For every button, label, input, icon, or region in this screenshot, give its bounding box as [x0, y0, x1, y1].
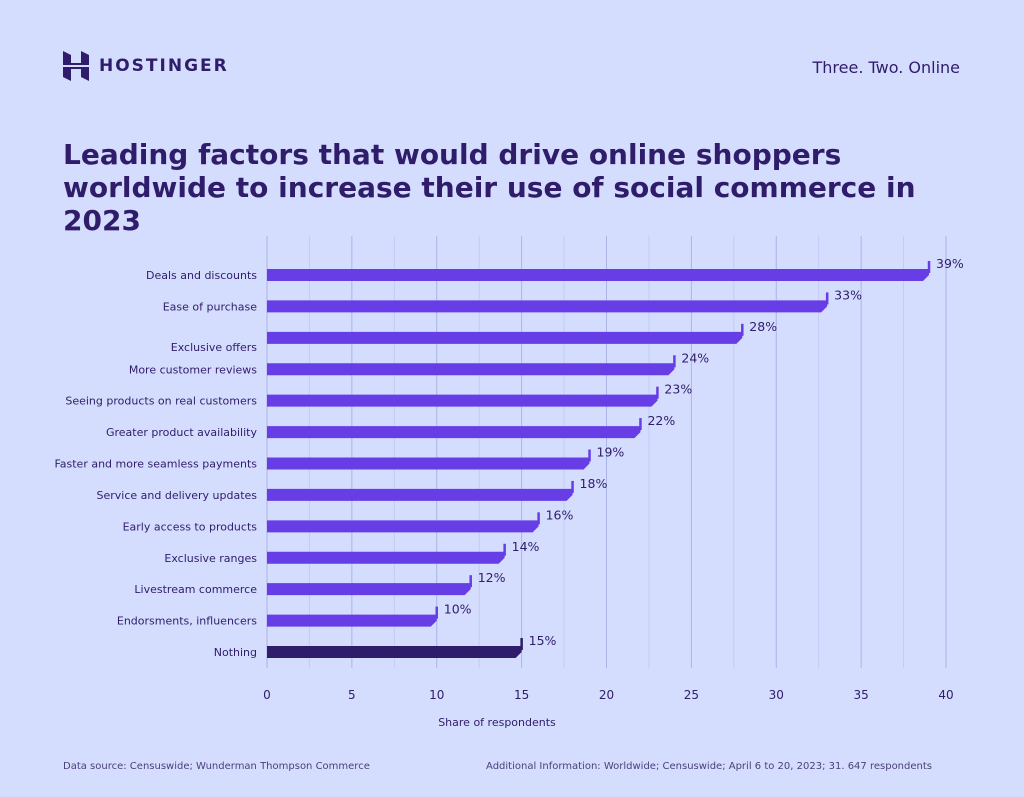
bar	[267, 300, 828, 313]
x-tick-label: 20	[599, 688, 614, 702]
category-label: Exclusive ranges	[164, 552, 257, 565]
data-label: 14%	[512, 539, 540, 554]
x-tick-label: 35	[853, 688, 868, 702]
data-source: Data source: Censuswide; Wunderman Thomp…	[63, 761, 370, 772]
x-tick-label: 15	[514, 688, 529, 702]
data-label: 33%	[834, 287, 862, 302]
bar	[267, 331, 743, 344]
category-label: Livestream commerce	[134, 583, 257, 596]
x-tick-label: 0	[263, 688, 271, 702]
category-label: More customer reviews	[129, 363, 257, 376]
data-label: 24%	[681, 350, 709, 365]
hostinger-logo-icon	[63, 51, 89, 81]
brand-logo: HOSTINGER	[63, 51, 229, 81]
x-tick-label: 30	[769, 688, 784, 702]
category-label: Service and delivery updates	[97, 489, 258, 502]
bar	[267, 614, 437, 627]
bar	[267, 457, 590, 470]
category-label: Deals and discounts	[146, 269, 257, 282]
category-label: Seeing products on real customers	[65, 395, 257, 408]
additional-info: Additional Information: Worldwide; Censu…	[486, 761, 932, 772]
chart-title: Leading factors that would drive online …	[63, 138, 916, 237]
x-tick-label: 40	[938, 688, 953, 702]
bar	[267, 551, 505, 564]
data-label: 15%	[529, 633, 557, 648]
category-label: Exclusive offers	[171, 341, 258, 354]
data-label: 18%	[580, 476, 608, 491]
brand-name: HOSTINGER	[99, 56, 229, 76]
data-label: 22%	[647, 413, 675, 428]
bar	[267, 520, 539, 533]
x-tick-label: 5	[348, 688, 356, 702]
data-label: 23%	[664, 382, 692, 397]
bar	[267, 646, 522, 658]
category-label: Nothing	[214, 646, 257, 659]
bar	[267, 426, 641, 439]
x-tick-label: 10	[429, 688, 444, 702]
data-label: 39%	[936, 256, 964, 271]
bar	[267, 394, 658, 407]
data-label: 28%	[749, 319, 777, 334]
data-label: 10%	[444, 602, 472, 617]
data-label: 12%	[478, 570, 506, 585]
bar	[267, 488, 573, 501]
x-tick-label: 25	[684, 688, 699, 702]
data-label: 16%	[546, 507, 574, 522]
bar	[267, 269, 930, 281]
category-label: Faster and more seamless payments	[54, 458, 257, 471]
category-label: Endorsments, influencers	[117, 615, 257, 628]
bar	[267, 363, 675, 376]
category-label: Ease of purchase	[163, 300, 258, 313]
category-label: Greater product availability	[106, 426, 258, 439]
x-axis-label: Share of respondents	[438, 716, 556, 729]
bar	[267, 583, 471, 596]
tagline: Three. Two. Online	[812, 58, 961, 77]
category-label: Early access to products	[123, 520, 258, 533]
data-label: 19%	[597, 445, 625, 460]
